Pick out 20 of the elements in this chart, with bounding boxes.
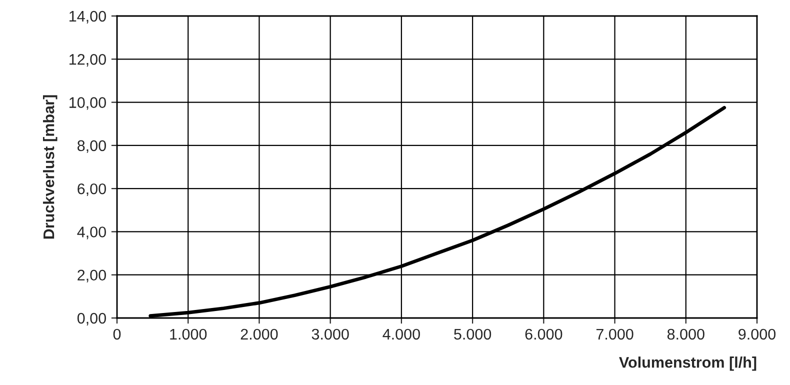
x-tick-label: 1.000 xyxy=(170,328,207,340)
x-tick-label: 7.000 xyxy=(596,328,634,340)
y-axis-title: Druckverlust [mbar] xyxy=(43,95,58,239)
x-tick-label: 3.000 xyxy=(312,328,349,340)
x-tick-label: 6.000 xyxy=(525,328,562,340)
x-tick-label: 2.000 xyxy=(240,328,278,340)
y-tick-label: 6,00 xyxy=(78,183,106,196)
y-tick-label: 8,00 xyxy=(78,140,106,153)
x-tick-label: 0 xyxy=(113,328,121,340)
y-tick-label: 10,00 xyxy=(70,97,106,110)
y-tick-label: 4,00 xyxy=(77,226,106,240)
x-tick-label: 5.000 xyxy=(454,328,492,340)
y-tick-label: 12,00 xyxy=(70,54,106,67)
y-tick-label: 14,00 xyxy=(70,10,106,24)
x-tick-label: 4.000 xyxy=(382,328,420,340)
y-tick-label: 2,00 xyxy=(78,270,106,282)
x-axis-title: Volumenstrom [l/h] xyxy=(619,356,756,371)
x-tick-label: 9.000 xyxy=(738,328,776,340)
y-tick-label: 0,00 xyxy=(77,312,106,326)
x-tick-label: 8.000 xyxy=(667,328,704,340)
